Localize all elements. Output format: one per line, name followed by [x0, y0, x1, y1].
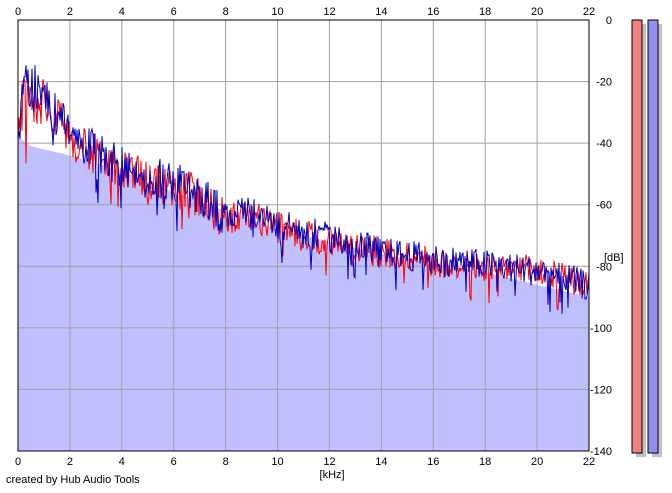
x-tick-label-bottom: 14: [375, 456, 387, 468]
x-tick-label-bottom: 8: [223, 456, 229, 468]
level-meter-right: [647, 19, 659, 454]
y-tick-label: -140: [590, 446, 612, 458]
x-axis-label: [kHz]: [320, 469, 345, 481]
y-tick-label: -100: [590, 323, 612, 335]
x-tick-label-bottom: 6: [171, 456, 177, 468]
x-tick-label-bottom: 0: [15, 456, 21, 468]
plot-frame: [17, 19, 590, 452]
plot-border: [17, 19, 590, 452]
y-tick-label: 0: [606, 15, 612, 27]
y-tick-label: -20: [596, 77, 612, 89]
x-tick-label-bottom: 16: [427, 456, 439, 468]
x-tick-label-top: 2: [67, 6, 73, 18]
x-tick-label-top: 8: [223, 6, 229, 18]
x-tick-label-top: 4: [119, 6, 125, 18]
spectrum-fill-area: [18, 137, 589, 451]
x-tick-label-bottom: 12: [323, 456, 335, 468]
level-meters: [631, 19, 662, 457]
x-tick-label-top: 22: [583, 6, 595, 18]
x-axis-bottom: 0 2 4 6 8 10 12 14 16 18 20 22: [15, 456, 595, 468]
y-tick-label: -60: [596, 200, 612, 212]
x-tick-label-bottom: 20: [531, 456, 543, 468]
y-tick-label: -120: [590, 384, 612, 396]
y-axis-right: 0 -20 -40 -60 -80 -100 -120 -140: [590, 15, 612, 458]
x-tick-label-top: 20: [531, 6, 543, 18]
x-tick-label-top: 0: [15, 6, 21, 18]
series-layer: [17, 65, 590, 314]
y-tick-label: -80: [596, 261, 612, 273]
x-tick-label-bottom: 10: [271, 456, 283, 468]
x-tick-label-top: 10: [271, 6, 283, 18]
x-tick-label-bottom: 4: [119, 456, 125, 468]
x-tick-label-top: 6: [171, 6, 177, 18]
x-axis-top: 0 2 4 6 8 10 12 14 16 18 20 22: [15, 6, 595, 18]
x-tick-label-bottom: 18: [479, 456, 491, 468]
x-tick-label-top: 16: [427, 6, 439, 18]
x-tick-label-bottom: 22: [583, 456, 595, 468]
spectrum-fill-polygon: [18, 137, 589, 451]
y-axis-label: [dB]: [604, 252, 624, 264]
x-tick-label-top: 12: [323, 6, 335, 18]
y-tick-label: -40: [596, 138, 612, 150]
x-tick-label-top: 14: [375, 6, 387, 18]
series-line-right-channel: [17, 65, 590, 314]
footer-credit: created by Hub Audio Tools: [6, 474, 140, 486]
x-tick-label-top: 18: [479, 6, 491, 18]
level-meter-left: [631, 19, 643, 454]
x-tick-label-bottom: 2: [67, 456, 73, 468]
